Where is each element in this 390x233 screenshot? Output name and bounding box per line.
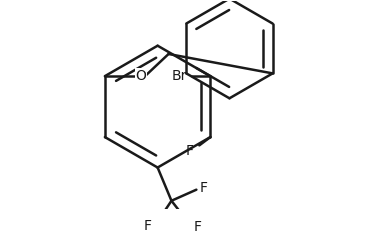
Text: F: F <box>199 181 207 195</box>
Text: F: F <box>186 144 194 158</box>
Text: F: F <box>193 220 202 233</box>
Text: F: F <box>144 219 152 233</box>
Text: O: O <box>135 69 146 83</box>
Text: Br: Br <box>172 69 187 83</box>
